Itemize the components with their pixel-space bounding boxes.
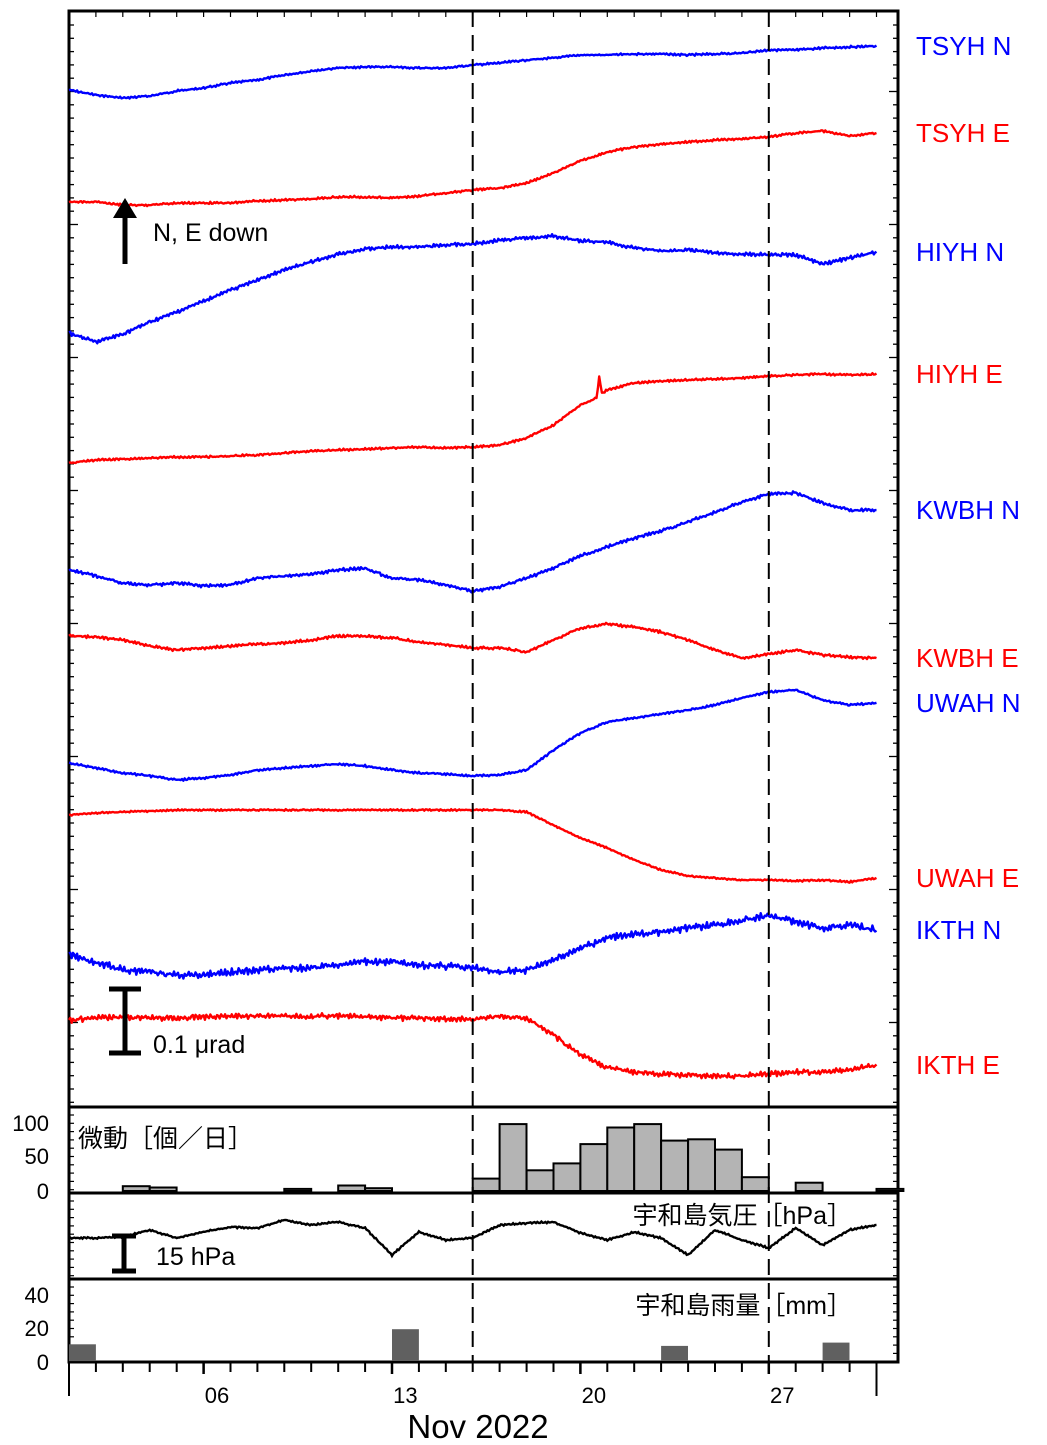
arrow-label: N, E down: [153, 219, 268, 247]
x-tick-label-27: 27: [770, 1383, 794, 1408]
trace-label-hiyh-n: HIYH N: [916, 237, 1004, 267]
trace-uwah-e: [68, 807, 878, 884]
tremor-ytick-100: 100: [12, 1111, 49, 1136]
arrow-indicator: [113, 198, 137, 264]
tremor-bar-day-31: [875, 1187, 905, 1193]
tremor-bar-day-22: [633, 1123, 663, 1192]
tremor-bar-day-26: [740, 1176, 770, 1192]
tremor-bar-day-16: [471, 1177, 501, 1192]
rain-title: 宇和島雨量［mm］: [635, 1292, 852, 1320]
rain-ytick-40: 40: [25, 1283, 49, 1308]
trace-label-ikth-n: IKTH N: [916, 915, 1001, 945]
pressure-scale-bar: [112, 1233, 136, 1274]
tremor-bar-day-18: [525, 1169, 555, 1193]
tremor-bar-day-11: [337, 1184, 367, 1192]
rain-bar-day-23: [661, 1345, 688, 1361]
tremor-bar-day-25: [714, 1148, 743, 1192]
tremor-bar-day-3: [121, 1185, 151, 1192]
tremor-bar-day-21: [606, 1126, 636, 1192]
tilt-scale-bar: [109, 986, 141, 1056]
x-axis: 06 13 20 27: [68, 1362, 878, 1408]
tremor-bar-day-17: [498, 1123, 528, 1192]
tremor-bar-day-12: [364, 1187, 394, 1192]
tremor-bar-day-24: [687, 1138, 716, 1193]
bar-layer: [69, 1123, 905, 1362]
tremor-bar-day-4: [148, 1186, 178, 1192]
rain-ytick-20: 20: [25, 1316, 49, 1341]
rain-bar-day-1: [69, 1344, 96, 1362]
frame-ticks: [68, 11, 898, 1363]
tilt-scale-label: 0.1 μrad: [153, 1031, 245, 1059]
trace-label-kwbh-e: KWBH E: [916, 643, 1019, 673]
tremor-bar-day-23: [660, 1139, 689, 1192]
trace-label-tsyh-n: TSYH N: [916, 31, 1011, 61]
pressure-scale-label: 15 hPa: [156, 1243, 235, 1271]
tremor-bar-day-20: [579, 1143, 609, 1192]
event-lines: [471, 11, 770, 1362]
tremor-bar-day-9: [283, 1187, 313, 1193]
trace-label-uwah-e: UWAH E: [916, 863, 1019, 893]
trace-label-ikth-e: IKTH E: [916, 1050, 1000, 1080]
tilt-panel-frame: [67, 9, 900, 1109]
tremor-ytick-0: 0: [37, 1179, 49, 1204]
trace-uwah-n: [68, 688, 877, 782]
rain-bar-day-29: [822, 1342, 850, 1361]
tremor-bar-day-28: [794, 1181, 824, 1192]
tremor-ytick-50: 50: [25, 1144, 49, 1169]
x-tick-label-06: 06: [205, 1383, 229, 1408]
x-tick-label-13: 13: [393, 1383, 417, 1408]
trace-label-kwbh-n: KWBH N: [916, 495, 1020, 525]
trace-labels: TSYH N TSYH E HIYH N HIYH E KWBH N KWBH E UWAH…: [916, 31, 1020, 1080]
trace-ikth-n: [68, 912, 878, 980]
trace-label-tsyh-e: TSYH E: [916, 118, 1010, 148]
pressure-title: 宇和島気圧［hPa］: [633, 1202, 852, 1230]
tremor-title: 微動［個／日］: [78, 1125, 253, 1153]
rain-ytick-0: 0: [37, 1350, 49, 1375]
rain-bar-day-13: [392, 1329, 419, 1361]
x-tick-label-20: 20: [582, 1383, 606, 1408]
tremor-bar-day-19: [552, 1162, 582, 1193]
x-axis-title: Nov 2022: [407, 1408, 548, 1445]
trace-label-hiyh-e: HIYH E: [916, 359, 1003, 389]
trace-label-uwah-n: UWAH N: [916, 688, 1020, 718]
